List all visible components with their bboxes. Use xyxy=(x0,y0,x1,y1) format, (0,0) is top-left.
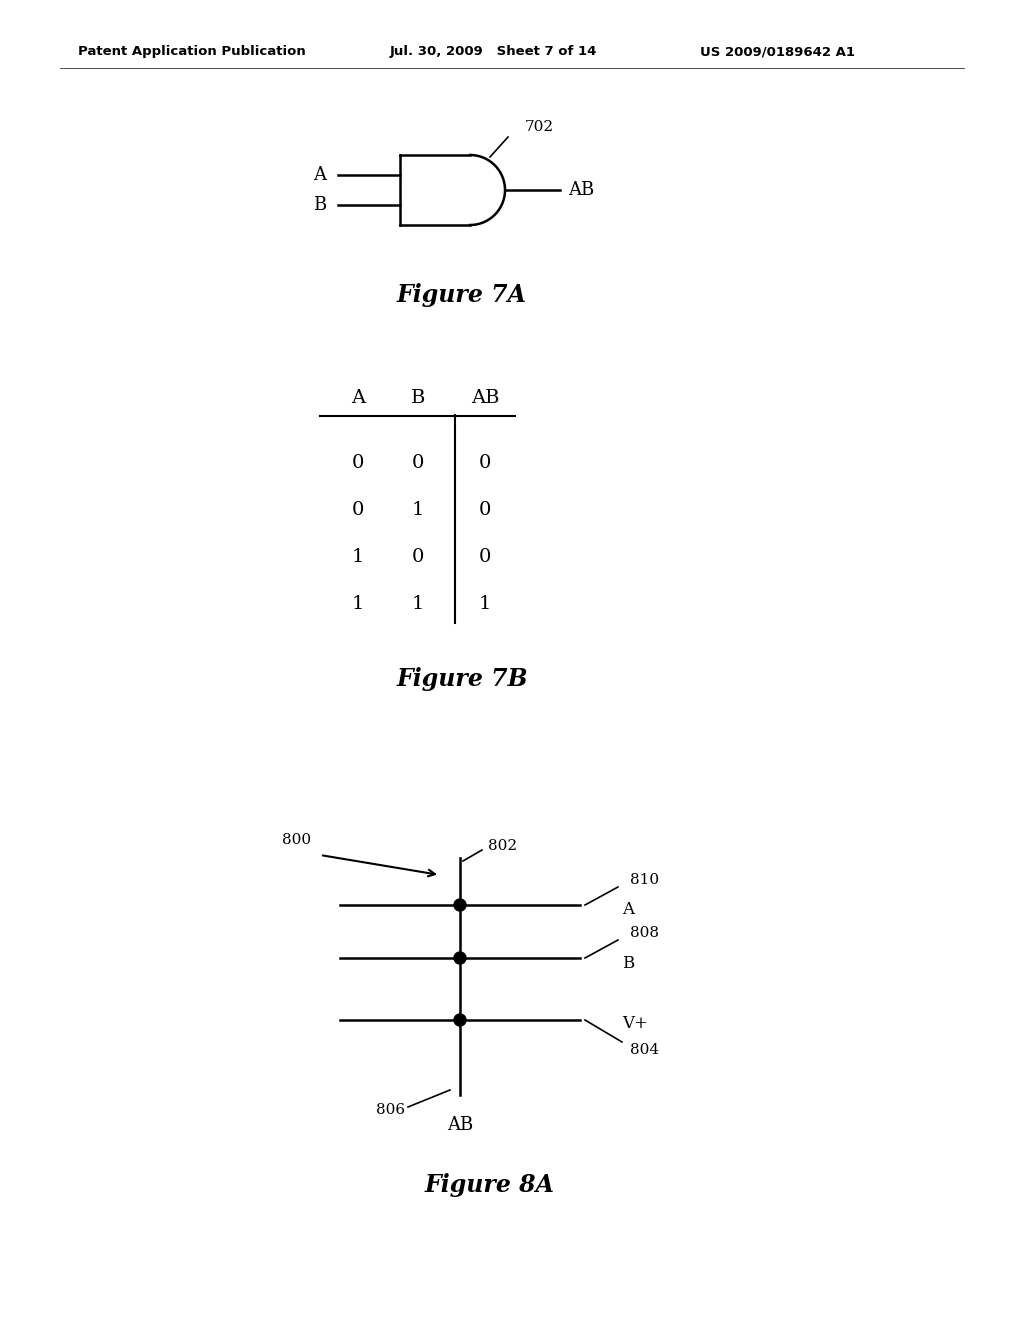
Text: A: A xyxy=(313,166,326,185)
Text: 1: 1 xyxy=(412,502,424,519)
Text: 802: 802 xyxy=(488,840,517,853)
Text: 1: 1 xyxy=(352,595,365,612)
Text: 0: 0 xyxy=(352,502,365,519)
Circle shape xyxy=(454,1014,466,1026)
Text: 0: 0 xyxy=(412,454,424,473)
Text: 0: 0 xyxy=(479,502,492,519)
Circle shape xyxy=(454,952,466,964)
Text: 808: 808 xyxy=(630,927,659,940)
Text: Figure 7A: Figure 7A xyxy=(397,282,527,308)
Text: AB: AB xyxy=(446,1115,473,1134)
Text: A: A xyxy=(351,389,366,407)
Text: 0: 0 xyxy=(412,548,424,566)
Text: Patent Application Publication: Patent Application Publication xyxy=(78,45,306,58)
Text: Figure 8A: Figure 8A xyxy=(425,1173,555,1197)
Text: 0: 0 xyxy=(479,548,492,566)
Text: AB: AB xyxy=(568,181,594,199)
Circle shape xyxy=(454,899,466,911)
Text: B: B xyxy=(411,389,425,407)
Text: V+: V+ xyxy=(622,1015,648,1031)
Text: 800: 800 xyxy=(282,833,311,847)
Text: 806: 806 xyxy=(376,1104,406,1117)
Text: 804: 804 xyxy=(630,1043,659,1057)
Text: 1: 1 xyxy=(352,548,365,566)
Text: 0: 0 xyxy=(352,454,365,473)
Text: A: A xyxy=(622,902,634,919)
Text: B: B xyxy=(312,195,326,214)
Text: 0: 0 xyxy=(479,454,492,473)
Text: Figure 7B: Figure 7B xyxy=(396,667,527,690)
Text: 810: 810 xyxy=(630,873,659,887)
Text: 1: 1 xyxy=(412,595,424,612)
Text: 702: 702 xyxy=(525,120,554,135)
Text: Jul. 30, 2009   Sheet 7 of 14: Jul. 30, 2009 Sheet 7 of 14 xyxy=(390,45,597,58)
Text: B: B xyxy=(622,954,634,972)
Text: AB: AB xyxy=(471,389,500,407)
Text: US 2009/0189642 A1: US 2009/0189642 A1 xyxy=(700,45,855,58)
Text: 1: 1 xyxy=(479,595,492,612)
